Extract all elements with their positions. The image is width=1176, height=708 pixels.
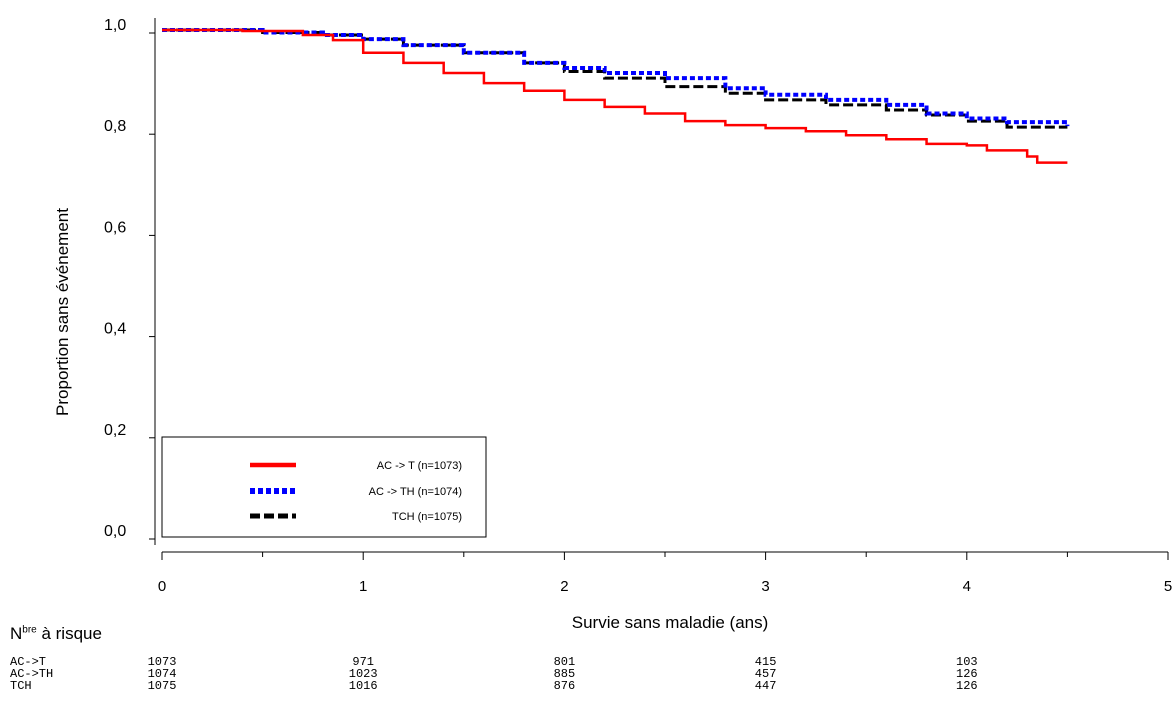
legend-label: AC -> TH (n=1074) <box>369 486 462 498</box>
y-tick-label: 0,6 <box>104 219 126 236</box>
chart-series <box>162 28 1070 164</box>
x-axis-title: Survie sans maladie (ans) <box>572 613 769 632</box>
series-line <box>162 28 1068 129</box>
risk-row-label: AC->TH <box>10 667 54 681</box>
risk-row: TCH 1075 1016 876 447 126 <box>10 680 1170 693</box>
risk-value: 1073 <box>147 655 177 669</box>
risk-table: Nbre à risque AC->T 1073 971 801 415 103 AC->T… <box>10 624 1170 706</box>
x-tick-label: 2 <box>560 578 568 595</box>
risk-value: 885 <box>553 667 576 681</box>
series-line <box>162 28 1070 127</box>
y-tick-label: 0,0 <box>104 523 126 540</box>
x-tick-label: 5 <box>1164 578 1172 595</box>
risk-table-title: Nbre à risque <box>10 624 102 643</box>
risk-value: 971 <box>352 655 374 669</box>
legend-box <box>161 436 487 538</box>
risk-value: 447 <box>754 679 777 693</box>
series-line <box>162 28 1068 164</box>
x-tick-label: 0 <box>158 578 166 595</box>
risk-value: 103 <box>955 655 978 669</box>
y-tick-label: 0,8 <box>104 118 126 135</box>
risk-value: 1074 <box>147 667 177 681</box>
chart-axes: 0,0 0,2 0,4 0,6 0,8 1,0 0 1 2 3 4 5 <box>104 17 1172 595</box>
x-tick-label: 3 <box>761 578 769 595</box>
y-tick-label: 0,2 <box>104 422 126 439</box>
risk-value: 126 <box>955 679 978 693</box>
risk-row: AC->TH 1074 1023 885 457 126 <box>10 668 1170 681</box>
risk-value: 876 <box>553 679 576 693</box>
risk-row-label: AC->T <box>10 655 47 669</box>
y-tick-label: 1,0 <box>104 17 126 34</box>
y-axis-title: Proportion sans événement <box>53 208 72 416</box>
risk-value: 415 <box>754 655 777 669</box>
risk-value: 801 <box>553 655 576 669</box>
legend-label: TCH (n=1075) <box>392 511 462 523</box>
x-tick-label: 1 <box>359 578 367 595</box>
risk-value: 1023 <box>348 667 378 681</box>
legend-label: AC -> T (n=1073) <box>377 460 462 472</box>
x-tick-label: 4 <box>963 578 971 595</box>
risk-row: AC->T 1073 971 801 415 103 <box>10 656 1170 669</box>
risk-value: 126 <box>955 667 978 681</box>
risk-value: 1075 <box>147 679 177 693</box>
risk-value: 457 <box>754 667 777 681</box>
y-tick-label: 0,4 <box>104 321 126 338</box>
risk-value: 1016 <box>348 679 378 693</box>
risk-row-label: TCH <box>10 679 32 693</box>
chart-legend: AC -> T (n=1073) AC -> TH (n=1074) TCH (n=… <box>161 436 487 538</box>
